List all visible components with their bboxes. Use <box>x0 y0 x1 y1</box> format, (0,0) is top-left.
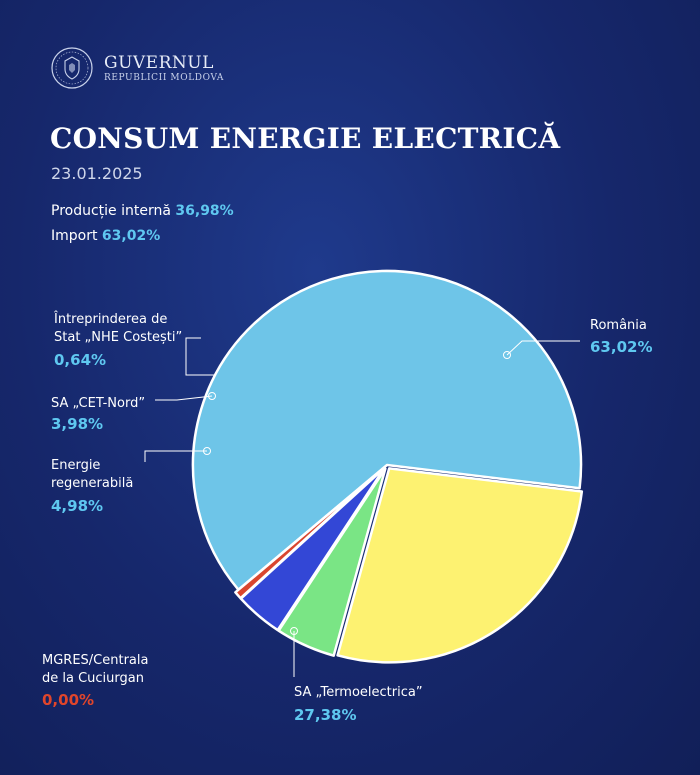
label-romania: România <box>590 318 647 333</box>
government-logo: GUVERNUL REPUBLICII MOLDOVA <box>50 46 224 90</box>
pie-slice-rom-nia <box>191 269 583 591</box>
leader-dot-romania <box>503 351 511 359</box>
leader-line-nhe <box>185 337 214 376</box>
summary-production-value: 36,98% <box>175 203 234 219</box>
report-date: 23.01.2025 <box>51 164 143 183</box>
label-termoelectrica: SA „Termoelectrica” <box>294 685 423 700</box>
summary-import: Import 63,02% <box>51 228 160 244</box>
brand-subtitle: REPUBLICII MOLDOVA <box>104 72 225 83</box>
value-termoelectrica: 27,38% <box>294 706 357 724</box>
label-nhe-costesti-1: Întreprinderea de <box>54 312 168 327</box>
label-cet-nord: SA „CET-Nord” <box>51 396 146 411</box>
pie-slice-sa-termoelectrica <box>336 467 584 664</box>
value-mgres: 0,00% <box>42 691 95 709</box>
label-mgres-1: MGRES/Centrala <box>42 653 149 668</box>
coat-of-arms-icon <box>51 47 93 89</box>
page-title: CONSUM ENERGIE ELECTRICĂ <box>50 122 561 155</box>
brand-name: GUVERNUL <box>104 52 214 73</box>
summary-production: Producție internă 36,98% <box>51 203 234 219</box>
value-nhe-costesti: 0,64% <box>54 351 107 369</box>
label-mgres-2: de la Cuciurgan <box>42 671 144 686</box>
pie-slice-ntreprinderea-de-stat-nhe-coste-ti <box>234 466 386 600</box>
value-regenerabila: 4,98% <box>51 497 104 515</box>
value-romania: 63,02% <box>590 338 653 356</box>
leader-line-regen <box>144 450 207 462</box>
label-regenerabila-2: regenerabilă <box>51 476 134 491</box>
summary-import-value: 63,02% <box>101 228 161 244</box>
leader-dot-termo <box>290 627 298 635</box>
leader-line-cet <box>155 395 213 401</box>
leader-dot-cet <box>208 392 216 400</box>
summary-import-label: Import <box>51 228 98 244</box>
summary-production-label: Producție internă <box>51 203 171 219</box>
value-cet-nord: 3,98% <box>51 415 104 433</box>
label-nhe-costesti-2: Stat „NHE Costești” <box>54 330 183 345</box>
leader-line-romania <box>506 340 580 356</box>
label-regenerabila-1: Energie <box>51 458 101 473</box>
leader-dot-regen <box>203 447 211 455</box>
